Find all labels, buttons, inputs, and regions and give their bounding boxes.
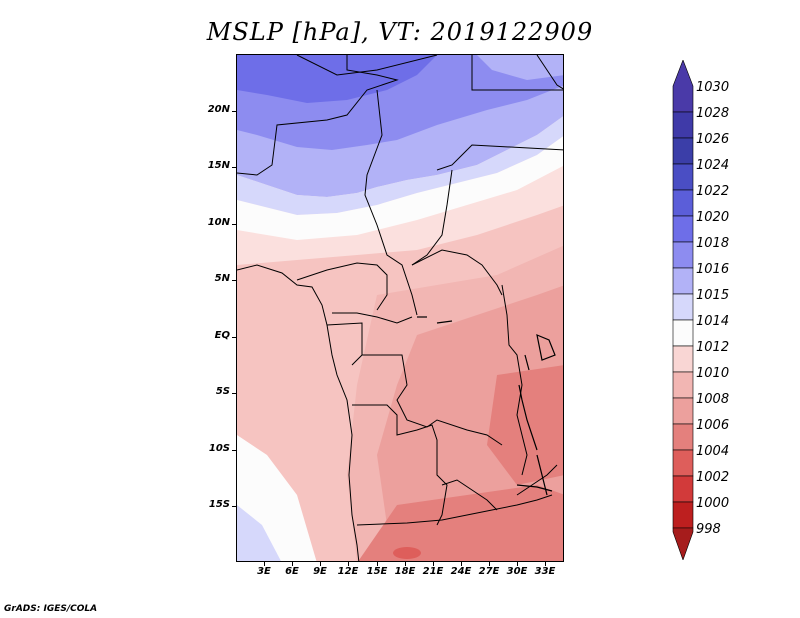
lat-label: 20N — [207, 104, 230, 115]
colorbar-cell — [672, 423, 694, 451]
colorbar-label: 1006 — [696, 418, 730, 433]
map-panel — [236, 54, 564, 562]
colorbar-label: 1028 — [696, 106, 730, 121]
colorbar-cell — [672, 241, 694, 269]
lon-tick — [348, 561, 349, 566]
colorbar-label: 1016 — [696, 262, 730, 277]
lon-label: 24E — [450, 566, 472, 577]
colorbar-cell — [672, 345, 694, 373]
colorbar-label: 1018 — [696, 236, 730, 251]
footer-credit: GrADS: IGES/COLA — [4, 604, 98, 614]
lon-tick — [320, 561, 321, 566]
lon-tick — [461, 561, 462, 566]
zone-1006-south — [358, 485, 563, 561]
colorbar-cell — [672, 319, 694, 347]
lat-label: 5S — [215, 386, 230, 397]
colorbar-label: 1015 — [696, 288, 730, 303]
lon-label: 27E — [478, 566, 500, 577]
colorbar-label: 1002 — [696, 470, 730, 485]
colorbar-label: 1000 — [696, 496, 730, 511]
lon-tick — [264, 561, 265, 566]
colorbar-label: 1004 — [696, 444, 730, 459]
colorbar-label: 1026 — [696, 132, 730, 147]
lon-tick — [489, 561, 490, 566]
chart-title: MSLP [hPa], VT: 2019122909 — [206, 18, 594, 46]
lat-label: EQ — [214, 330, 230, 341]
colorbar-cell — [672, 371, 694, 399]
colorbar-label: 1024 — [696, 158, 730, 173]
colorbar-cell — [672, 189, 694, 217]
lat-tick — [232, 450, 237, 451]
colorbar-label: 1008 — [696, 392, 730, 407]
lat-label: 10S — [208, 443, 230, 454]
band-1015 — [237, 116, 563, 215]
lon-label: 30E — [506, 566, 528, 577]
colorbar-label: 998 — [696, 522, 721, 537]
lat-tick — [232, 280, 237, 281]
colorbar-label: 1010 — [696, 366, 730, 381]
lon-label: 6E — [285, 566, 299, 577]
colorbar-cell — [672, 60, 694, 113]
colorbar-cell — [672, 111, 694, 139]
colorbar-cell — [672, 215, 694, 243]
lon-label: 18E — [394, 566, 416, 577]
colorbar-cell — [672, 527, 694, 560]
lat-label: 10N — [207, 217, 230, 228]
lat-label: 15S — [208, 499, 230, 510]
lat-label: 5N — [214, 273, 230, 284]
lat-tick — [232, 337, 237, 338]
lat-label: 15N — [207, 160, 230, 171]
country-borders — [237, 55, 563, 561]
colorbar-label: 1030 — [696, 80, 730, 95]
colorbar-cell — [672, 501, 694, 529]
lon-tick — [517, 561, 518, 566]
colorbar-cell — [672, 449, 694, 477]
lon-tick — [292, 561, 293, 566]
lon-tick — [433, 561, 434, 566]
lat-tick — [232, 506, 237, 507]
lon-tick — [545, 561, 546, 566]
band-1014 — [237, 136, 563, 240]
colorbar-cell — [672, 267, 694, 295]
lon-label: 15E — [366, 566, 388, 577]
zone-1006 — [487, 365, 563, 485]
colorbar-cell — [672, 163, 694, 191]
low-1004 — [393, 547, 421, 559]
lon-label: 9E — [313, 566, 327, 577]
colorbar-label: 1014 — [696, 314, 730, 329]
colorbar-label: 1020 — [696, 210, 730, 225]
lon-label: 21E — [422, 566, 444, 577]
colorbar-cell — [672, 475, 694, 503]
colorbar-cell — [672, 293, 694, 321]
colorbar-cells — [672, 60, 694, 560]
colorbar-label: 1022 — [696, 184, 730, 199]
colorbar — [672, 60, 694, 560]
pressure-field-map — [237, 55, 563, 561]
colorbar-label: 1012 — [696, 340, 730, 355]
lat-tick — [232, 393, 237, 394]
colorbar-cell — [672, 397, 694, 425]
sw-1015 — [237, 505, 281, 561]
lon-label: 33E — [534, 566, 556, 577]
lat-tick — [232, 224, 237, 225]
lat-tick — [232, 167, 237, 168]
lakes — [417, 316, 556, 496]
lat-tick — [232, 111, 237, 112]
colorbar-cell — [672, 137, 694, 165]
lon-label: 12E — [337, 566, 359, 577]
lon-tick — [377, 561, 378, 566]
lon-tick — [405, 561, 406, 566]
lon-label: 3E — [257, 566, 271, 577]
